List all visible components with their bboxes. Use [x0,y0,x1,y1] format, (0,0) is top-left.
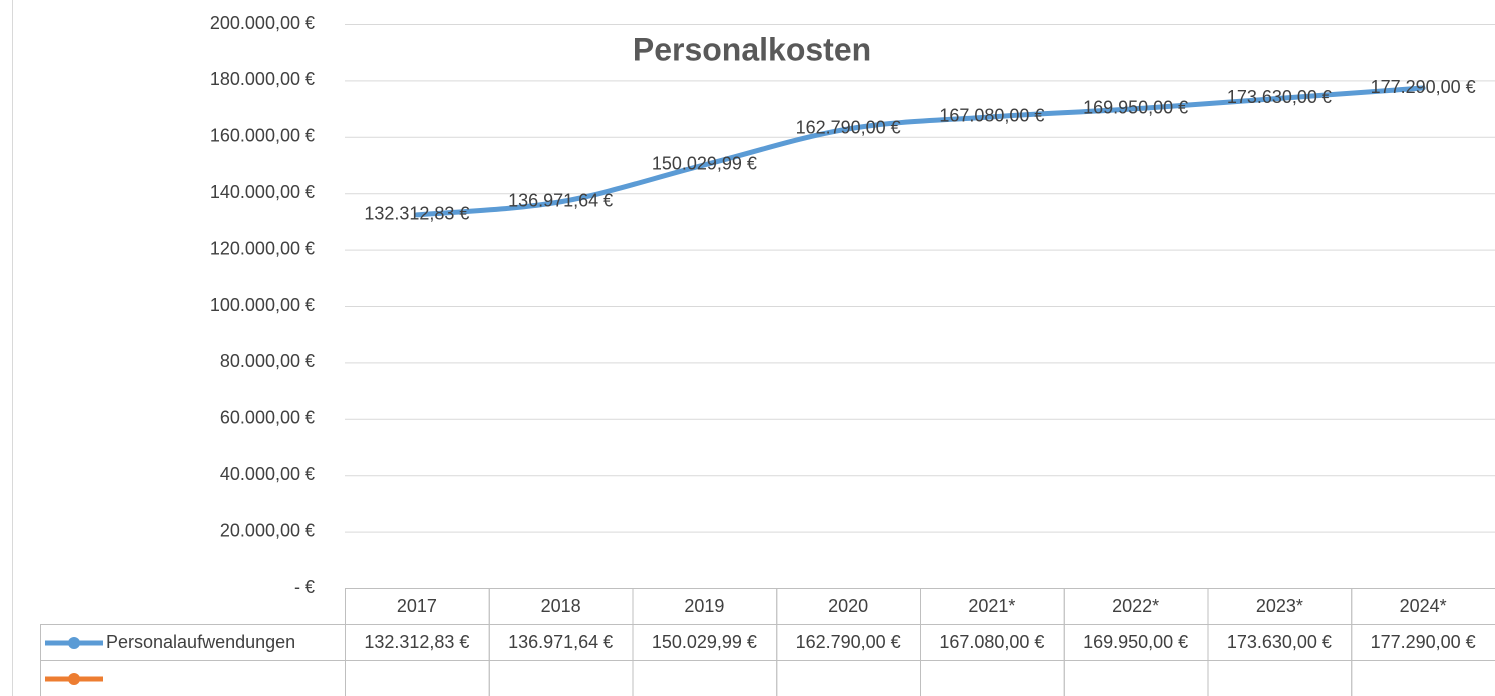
x-tick-label: 2023* [1256,596,1303,616]
table-cell [345,660,490,696]
legend-label: Personalaufwendungen [106,632,295,652]
y-tick-label: 40.000,00 € [220,464,315,484]
y-tick-label: 180.000,00 € [210,69,315,89]
y-tick-label: 120.000,00 € [210,238,315,258]
x-tick-label: 2022* [1112,596,1159,616]
table-cell [488,660,634,696]
x-tick-label: 2020 [828,596,868,616]
table-cell [1063,660,1209,696]
x-tick-label: 2021* [968,596,1015,616]
data-label: 136.971,64 € [508,190,613,210]
series-line [414,85,1426,218]
y-tick-label: 20.000,00 € [220,520,315,540]
y-tick-label: 160.000,00 € [210,126,315,146]
x-tick-label: 2017 [397,596,437,616]
data-label: 150.029,99 € [652,154,757,174]
legend-marker [68,673,80,685]
chart-title: Personalkosten [633,31,871,67]
data-label: 132.312,83 € [364,204,469,224]
y-tick-label: 200.000,00 € [210,13,315,33]
table-value: 169.950,00 € [1083,632,1188,652]
table-cell [1207,660,1353,696]
legend-marker [68,637,80,649]
data-label: 169.950,00 € [1083,97,1188,117]
table-value: 167.080,00 € [939,632,1044,652]
table-cell [1351,660,1495,696]
data-label: 167.080,00 € [939,106,1044,126]
y-tick-label: 60.000,00 € [220,408,315,428]
x-tick-label: 2019 [684,596,724,616]
table-cell [920,660,1065,696]
y-tick-label: - € [294,577,315,597]
data-label: 177.290,00 € [1371,77,1476,97]
x-tick-label: 2024* [1400,596,1447,616]
table-value: 136.971,64 € [508,632,613,652]
data-label: 162.790,00 € [796,118,901,138]
table-value: 173.630,00 € [1227,632,1332,652]
table-cell [632,660,778,696]
table-value: 150.029,99 € [652,632,757,652]
table-value: 177.290,00 € [1371,632,1476,652]
y-tick-label: 100.000,00 € [210,295,315,315]
table-cell [776,660,921,696]
x-tick-label: 2018 [541,596,581,616]
data-label: 173.630,00 € [1227,87,1332,107]
y-tick-label: 80.000,00 € [220,351,315,371]
y-tick-label: 140.000,00 € [210,182,315,202]
table-value: 132.312,83 € [364,632,469,652]
table-cell [40,660,346,696]
table-value: 162.790,00 € [796,632,901,652]
